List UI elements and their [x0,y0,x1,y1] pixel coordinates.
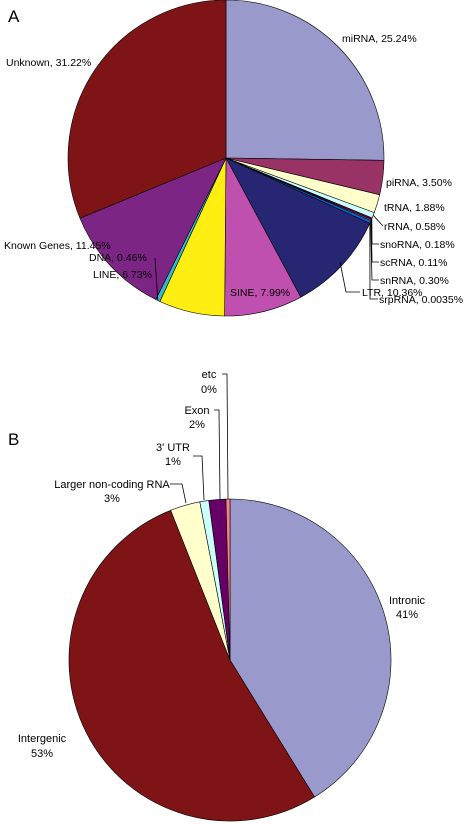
leader-line-srprna [369,223,378,300]
leader-line-larger-non-coding-rna [170,483,187,504]
pie-slice-a-mirna [225,0,385,161]
slice-label-line: LINE, 6.73% [93,269,152,281]
pie-slice-b-intergenic [68,509,315,822]
slice-pct-etc: 0% [201,384,217,396]
slice-pct-intergenic: 53% [31,748,53,760]
slice-label-scrna: scRNA, 0.11% [380,257,448,269]
slice-label-srprna: srpRNA, 0.0035% [379,294,463,306]
slice-label-snrna: snRNA, 0.30% [380,275,449,287]
slice-label-trna: tRNA, 1.88% [384,202,445,214]
leader-line-3-utr [193,455,205,501]
panel-letter-a: A [8,7,20,26]
leader-line-ltr [339,261,360,293]
pie-slice-a-known-genes [79,157,227,300]
slice-label-sine: SINE, 7.99% [230,287,290,299]
slice-label-intronic: Intronic [389,595,426,607]
leader-line-snrna [370,222,379,281]
slice-label-larger-non-coding-rna: Larger non-coding RNA [54,479,170,491]
pie-labels-b: Intronic 41% Intergenic 53% Larger non-codin… [18,369,426,760]
pie-slice-a-ltr [225,157,371,298]
slice-label-snorna: snoRNA, 0.18% [380,239,455,251]
pie-chart-a [67,0,385,317]
leader-line-exon [214,409,221,500]
slice-label-ltr: LTR, 10.36% [362,287,423,299]
leader-line-snorna [371,218,379,245]
slice-label-known-genes: Known Genes, 11.45% [4,240,111,252]
pie-slice-a-unknown [67,0,227,219]
slice-label-rrna: rRNA, 0.58% [384,221,445,233]
slice-label-unknown: Unknown, 31.22% [6,57,91,69]
leader-line-scrna [370,220,379,263]
leader-line-dna [154,257,159,301]
slice-pct-intronic: 41% [396,609,418,621]
leader-line-rrna [372,215,384,227]
slice-label-intergenic: Intergenic [18,733,67,745]
slice-pct-larger-non-coding-rna: 3% [104,493,120,505]
pie-labels-a: miRNA, 25.24% piRNA, 3.50% tRNA, 1.88% rRNA… [4,33,463,306]
slice-label-exon: Exon [184,405,209,417]
slice-label-etc: etc [202,369,217,381]
slice-label-pirna: piRNA, 3.50% [386,177,452,189]
pie-slice-b-intronic [229,498,392,798]
slice-pct-3-utr: 1% [165,456,181,468]
pie-chart-b [68,498,392,822]
slice-label-mirna: miRNA, 25.24% [342,33,417,45]
slice-pct-exon: 2% [189,419,205,431]
slice-label-dna: DNA, 0.46% [89,252,147,264]
panel-letter-b: B [8,430,19,449]
leader-line-etc [222,373,229,500]
slice-label-3-utr: 3' UTR [156,442,190,454]
pie-slice-b-etc [225,498,231,661]
